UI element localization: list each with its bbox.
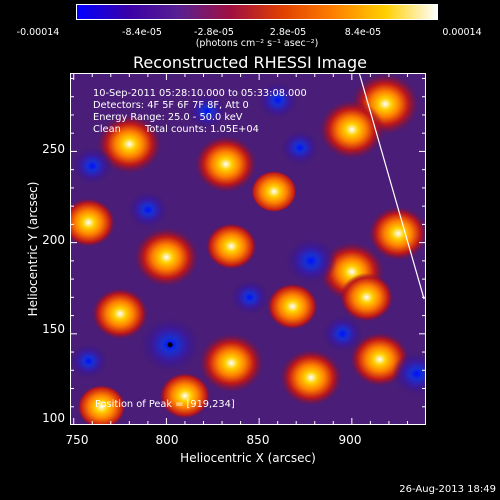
colorbar-tick-label: -2.8e-05 xyxy=(194,27,234,38)
negative-region xyxy=(392,351,426,397)
emission-source xyxy=(194,136,257,193)
negative-region xyxy=(230,279,270,316)
emission-source xyxy=(319,100,385,159)
negative-region xyxy=(70,343,109,379)
negative-region xyxy=(321,314,364,353)
negative-region xyxy=(280,130,320,166)
detectors-label: Detectors: 4F 5F 6F 7F 8F, Att 0 xyxy=(93,100,249,111)
x-tick-label: 900 xyxy=(338,433,362,447)
emission-source xyxy=(251,171,297,212)
y-axis-label: Heliocentric Y (arcsec) xyxy=(26,181,40,317)
emission-source xyxy=(159,372,211,419)
date-stamp: 26-Aug-2013 18:49 xyxy=(399,484,496,495)
colorbar-tick-label: 8.4e-05 xyxy=(344,27,382,38)
peak-position-label: Position of Peak = [919,234] xyxy=(95,399,235,410)
x-tick-label: 750 xyxy=(65,433,89,447)
y-tick-label: 250 xyxy=(42,142,65,156)
total-counts-label: Total counts: 1.05E+04 xyxy=(145,124,259,135)
colorbar-tick-label: 0.00014 xyxy=(442,27,482,38)
y-tick-label: 150 xyxy=(42,322,65,336)
negative-region xyxy=(256,81,299,120)
colorbar xyxy=(76,4,438,20)
emission-source xyxy=(96,114,162,174)
emission-source xyxy=(280,349,342,406)
plot-frame xyxy=(70,73,426,425)
colorbar-tick-label: -8.4e-05 xyxy=(122,27,162,38)
y-tick-label: 200 xyxy=(42,233,65,247)
emission-source xyxy=(77,385,126,425)
y-tick-label: 100 xyxy=(42,411,65,425)
negative-region xyxy=(127,190,169,229)
time-range-label: 10-Sep-2011 05:28:10.000 to 05:33:08.000 xyxy=(93,88,307,99)
emission-source xyxy=(206,223,257,270)
emission-source xyxy=(368,206,426,261)
colorbar-tick-label: -0.00014 xyxy=(16,27,60,38)
emission-source xyxy=(70,198,116,247)
colorbar-unit: (photons cm⁻² s⁻¹ asec⁻²) xyxy=(195,38,319,49)
minimum-marker xyxy=(167,342,173,348)
heatmap-image xyxy=(70,73,426,425)
emission-source xyxy=(134,227,199,287)
x-tick-label: 850 xyxy=(246,433,270,447)
x-tick-label: 800 xyxy=(155,433,179,447)
emission-source xyxy=(339,273,394,322)
solar-limb-line xyxy=(358,73,425,300)
chart-title: Reconstructed RHESSI Image xyxy=(133,53,367,72)
energy-range-label: Energy Range: 25.0 - 50.0 keV xyxy=(93,112,243,123)
x-axis-label: Heliocentric X (arcsec) xyxy=(180,451,316,465)
negative-region xyxy=(71,147,113,185)
emission-source xyxy=(91,288,149,340)
negative-region xyxy=(187,93,227,130)
emission-source xyxy=(198,333,264,393)
negative-region xyxy=(285,237,337,285)
colorbar-tick-label: 2.8e-05 xyxy=(269,27,307,38)
clean-label: Clean xyxy=(93,124,121,135)
emission-source xyxy=(267,283,318,330)
